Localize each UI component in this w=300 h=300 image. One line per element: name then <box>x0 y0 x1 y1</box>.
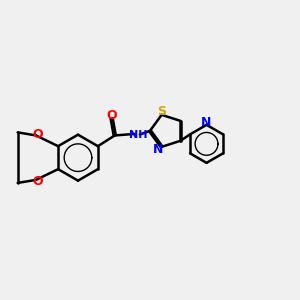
Text: O: O <box>32 175 43 188</box>
Text: N: N <box>201 116 212 129</box>
Text: N: N <box>153 143 164 156</box>
Text: O: O <box>32 128 43 141</box>
Text: S: S <box>157 105 166 118</box>
Text: NH: NH <box>129 130 148 140</box>
Text: O: O <box>106 109 117 122</box>
